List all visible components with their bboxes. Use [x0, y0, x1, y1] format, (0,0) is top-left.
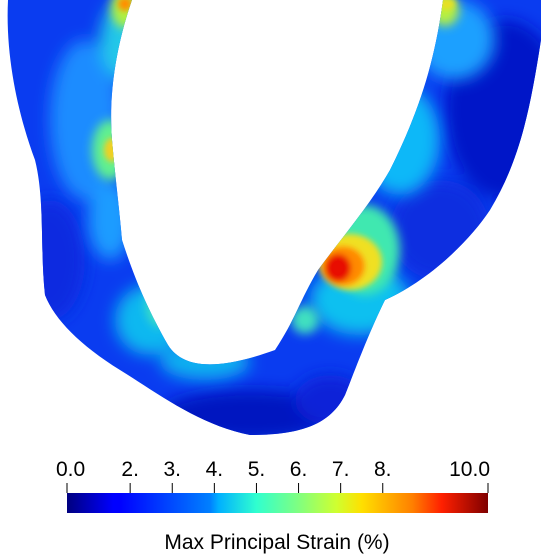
colorbar-tick-label: 0.0	[56, 458, 85, 481]
colorbar-gradient	[67, 493, 488, 513]
colorbar-tick-label: 3.	[163, 458, 181, 481]
colorbar: 0.0 2. 3. 4. 5. 6. 7. 8. 10.0 Max Principal Stra…	[56, 458, 490, 554]
colorbar-ticks: 0.0 2. 3. 4. 5. 6. 7. 8. 10.0	[56, 458, 490, 493]
colorbar-tick-label: 5.	[248, 458, 266, 481]
colorbar-title: Max Principal Strain (%)	[164, 531, 389, 554]
colorbar-tick-label: 4.	[206, 458, 224, 481]
colorbar-tick-label: 6.	[290, 458, 308, 481]
colorbar-tick-label: 2.	[121, 458, 139, 481]
colorbar-tick-label: 10.0	[449, 458, 490, 481]
colorbar-tick-label: 7.	[332, 458, 350, 481]
colorbar-tick-label: 8.	[374, 458, 392, 481]
